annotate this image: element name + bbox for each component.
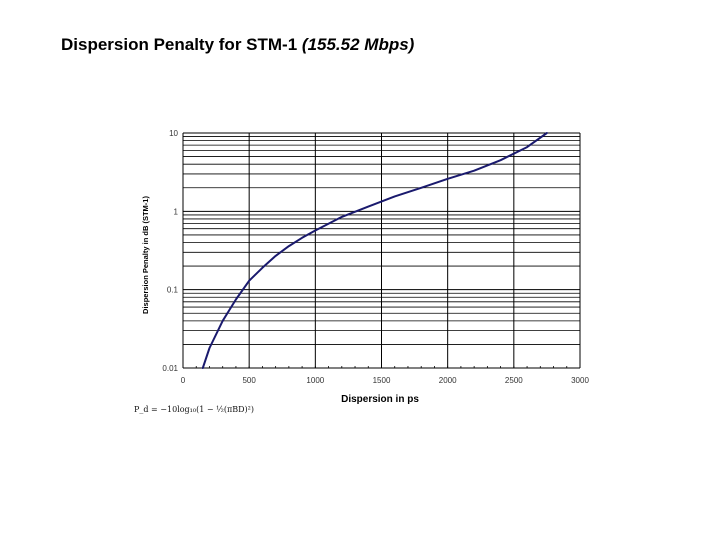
x-tick-labels: 0 500 1000 1500 2000 2500 3000: [181, 376, 590, 385]
x-axis-label: Dispersion in ps: [341, 394, 419, 405]
x-tick-label: 3000: [571, 376, 589, 385]
chart-grid: [182, 132, 581, 369]
y-tick-labels: 0.01 0.1 1 10: [162, 129, 178, 373]
x-tick-label: 1500: [373, 376, 391, 385]
x-tick-label: 0: [181, 376, 186, 385]
slide-title: Dispersion Penalty for STM-1 (155.52 Mbp…: [61, 35, 414, 55]
x-tick-label: 2000: [439, 376, 457, 385]
x-tick-label: 2500: [505, 376, 523, 385]
penalty-formula: P_d = −10log₁₀(1 − ½(πBD)²): [134, 405, 254, 414]
y-tick-label: 0.01: [162, 364, 178, 373]
x-tick-label: 500: [242, 376, 256, 385]
chart-series: [201, 132, 548, 369]
penalty-curve: [201, 132, 548, 369]
slide-title-subtitle: (155.52 Mbps): [301, 35, 415, 54]
x-tick-label: 1000: [306, 376, 324, 385]
y-axis-label: Dispersion Penalty in dB (STM-1): [141, 196, 150, 314]
y-tick-label: 1: [174, 207, 179, 216]
slide-title-main: Dispersion Penalty for STM-1: [61, 35, 298, 54]
y-tick-label: 0.1: [167, 286, 179, 295]
y-tick-label: 10: [169, 129, 178, 138]
